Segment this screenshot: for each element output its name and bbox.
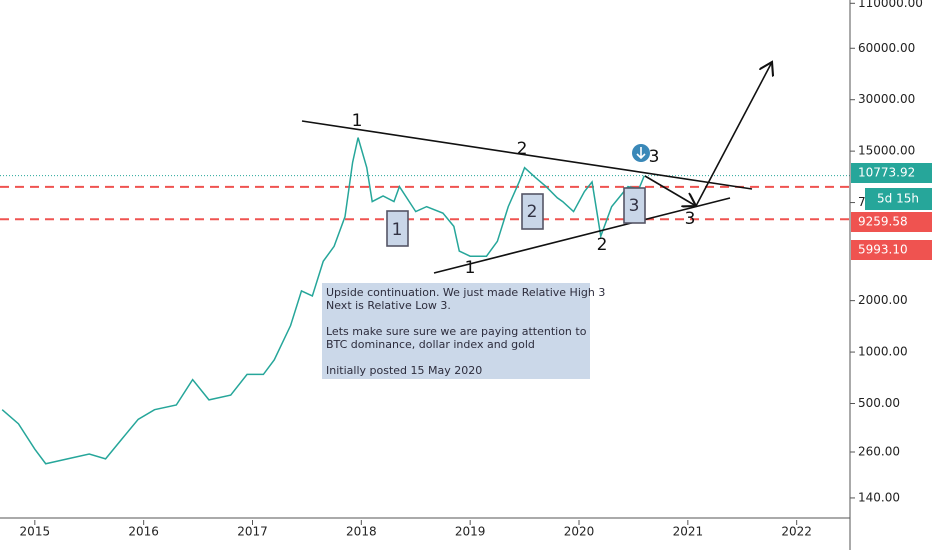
note: Upside continuation. We just made Relati…	[322, 283, 606, 379]
x-tick-label: 2020	[564, 525, 595, 539]
x-tick-label: 2019	[455, 525, 486, 539]
wave-label: 3	[649, 147, 660, 167]
y-tick-label: 30000.00	[858, 92, 915, 106]
price-label: 5993.10	[858, 243, 908, 257]
y-tick-label: 60000.00	[858, 41, 915, 55]
price-badge	[851, 163, 932, 183]
note-line: Initially posted 15 May 2020	[326, 364, 483, 377]
note-line: BTC dominance, dollar index and gold	[326, 338, 535, 351]
x-tick-label: 2021	[673, 525, 704, 539]
x-tick-label: 2016	[128, 525, 159, 539]
countdown-badge	[865, 188, 932, 210]
arrow-down	[644, 175, 696, 206]
box-label: 3	[629, 196, 640, 216]
box-2	[521, 193, 544, 230]
price-badge	[851, 212, 932, 232]
y-tick-label: 15000.00	[858, 144, 915, 158]
countdown: 5d 15h	[877, 192, 919, 206]
note-line: Next is Relative Low 3.	[326, 299, 451, 312]
price-line-series	[1, 137, 645, 465]
y-tick-label: 2000.00	[858, 293, 908, 307]
trendline-upper	[301, 120, 753, 190]
arrow-up	[695, 62, 772, 207]
box-1	[386, 210, 409, 247]
wave-label: 3	[685, 209, 696, 229]
price-label: 10773.92	[858, 166, 915, 180]
trendline-lower	[433, 197, 731, 274]
x-tick-label: 2018	[346, 525, 377, 539]
drawings	[301, 62, 772, 274]
y-tick-label: 110000.00	[858, 0, 923, 10]
price-badge	[851, 240, 932, 260]
y-tick-label: 260.00	[858, 445, 900, 459]
x-tick-label: 2017	[237, 525, 268, 539]
wave-label: 2	[517, 139, 528, 159]
y-tick-label: 1000.00	[858, 345, 908, 359]
x-tick-label: 2015	[20, 525, 51, 539]
wave-label: 1	[352, 111, 363, 131]
x-tick-label: 2022	[781, 525, 812, 539]
axis-labels: 140.00260.00500.001000.002000.007500.001…	[20, 0, 932, 539]
y-tick-label: 140.00	[858, 490, 900, 504]
plot	[0, 137, 850, 465]
y-tick-label: 500.00	[858, 396, 900, 410]
box-3	[623, 187, 646, 224]
wave-label: 1	[465, 258, 476, 278]
box-label: 1	[392, 220, 403, 240]
note-line: Lets make sure sure we are paying attent…	[326, 325, 587, 338]
note-line: Upside continuation. We just made Relati…	[326, 286, 606, 299]
signal-arrow	[636, 147, 646, 160]
wave-label: 2	[597, 235, 608, 255]
box-label: 2	[527, 202, 538, 222]
price-label: 9259.58	[858, 215, 908, 229]
